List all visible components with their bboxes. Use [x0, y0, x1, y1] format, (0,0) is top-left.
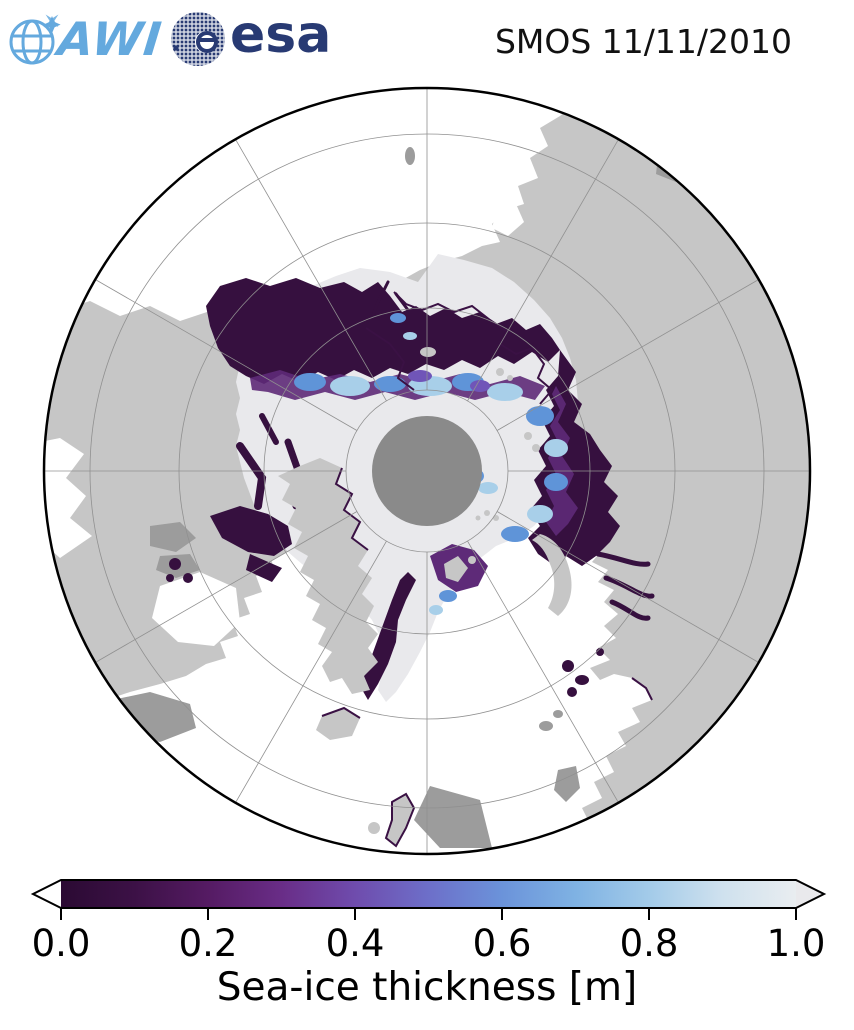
- plot-title: SMOS 11/11/2010: [494, 22, 792, 61]
- ice-foxe-basin: [210, 506, 292, 556]
- land-novaya-zemlya: [532, 534, 572, 616]
- land-severnaya-zemlya-2: [532, 444, 540, 452]
- polar-map: [0, 86, 854, 856]
- coast-edge-layer: [321, 291, 653, 848]
- tick-label-1.0: 1.0: [767, 922, 826, 965]
- coast-edge-norway: [631, 677, 653, 701]
- meridians: [45, 89, 809, 853]
- polar-map-svg: [42, 86, 812, 856]
- land-wrangel: [420, 347, 436, 357]
- lake-ladoga: [539, 721, 553, 731]
- land-franz-josef-3: [475, 515, 481, 521]
- map-boundary: [42, 86, 812, 856]
- tick-label-0.4: 0.4: [326, 922, 385, 965]
- awi-wordmark: AWI: [55, 12, 165, 66]
- land-eurasia: [394, 89, 809, 853]
- pole-hole: [372, 416, 482, 526]
- tick-label-0.6: 0.6: [473, 922, 532, 965]
- lake-great-bear: [150, 522, 196, 552]
- tick-label-0.8: 0.8: [620, 922, 679, 965]
- figure-header: AWI esa SMOS 11/11/2010: [0, 0, 854, 86]
- hudson-bay: [152, 572, 240, 646]
- land-new-siberian-1: [496, 368, 504, 376]
- ice-white-sea-group: [166, 558, 604, 697]
- ice-beaufort-chukchi-band: [206, 278, 560, 384]
- land-franz-josef-2: [493, 515, 499, 521]
- coast-edge-uk: [384, 792, 416, 848]
- colorbar-tick-labels: 0.0 0.2 0.4 0.6 0.8 1.0: [32, 922, 826, 965]
- lake-chukotka: [405, 147, 415, 165]
- gulf-of-alaska: [45, 438, 92, 558]
- land-iceland: [316, 708, 360, 740]
- colorbar-svg: 0.0 0.2 0.4 0.6 0.8 1.0 Sea-ice thicknes…: [30, 879, 827, 1010]
- land-svalbard-islet: [468, 556, 476, 564]
- land-svalbard: [444, 556, 468, 582]
- nodata-gulf-finland: [554, 766, 580, 802]
- coast-edge-alaska: [365, 327, 415, 391]
- ice-caa-channel-1: [236, 442, 267, 510]
- esa-wordmark: esa: [230, 5, 332, 65]
- tick-label-0.2: 0.2: [179, 922, 238, 965]
- land-new-siberian-2: [507, 375, 513, 381]
- ice-caa-channel-3: [259, 413, 279, 445]
- colorbar-over-arrow: [796, 880, 824, 908]
- esa-globe-icon: [171, 12, 225, 66]
- awi-globe-icon: [9, 14, 61, 65]
- awi-star-icon: [43, 14, 61, 34]
- ice-hudson-strait: [246, 554, 282, 582]
- coast-edge-iceland: [321, 706, 361, 719]
- tick-label-0.0: 0.0: [32, 922, 91, 965]
- ice-pechora-coast: [609, 599, 651, 621]
- land-franz-josef-1: [484, 510, 490, 516]
- colorbar-axis-label: Sea-ice thickness [m]: [217, 965, 637, 1010]
- ice-bering-edge-west: [370, 280, 390, 320]
- colorbar: 0.0 0.2 0.4 0.6 0.8 1.0 Sea-ice thicknes…: [0, 856, 854, 1026]
- awi-logo: AWI: [6, 4, 166, 70]
- lake-onega: [553, 710, 563, 718]
- nodata-north-sea: [414, 786, 492, 848]
- colorbar-gradient-bar: [61, 880, 796, 908]
- colorbar-ticks: [60, 908, 797, 920]
- land-ireland: [368, 822, 380, 834]
- graticule-layer: [45, 89, 809, 853]
- ice-east-greenland-strip: [360, 572, 416, 700]
- anadyr-gulf: [492, 204, 524, 236]
- land-severnaya-zemlya-1: [524, 432, 532, 440]
- ice-kara-purple: [546, 386, 578, 536]
- ice-ob-estuary: [595, 551, 651, 567]
- coast-edge-greenland-east: [334, 467, 369, 551]
- colorbar-under-arrow: [33, 880, 61, 908]
- esa-logo: esa: [168, 4, 338, 70]
